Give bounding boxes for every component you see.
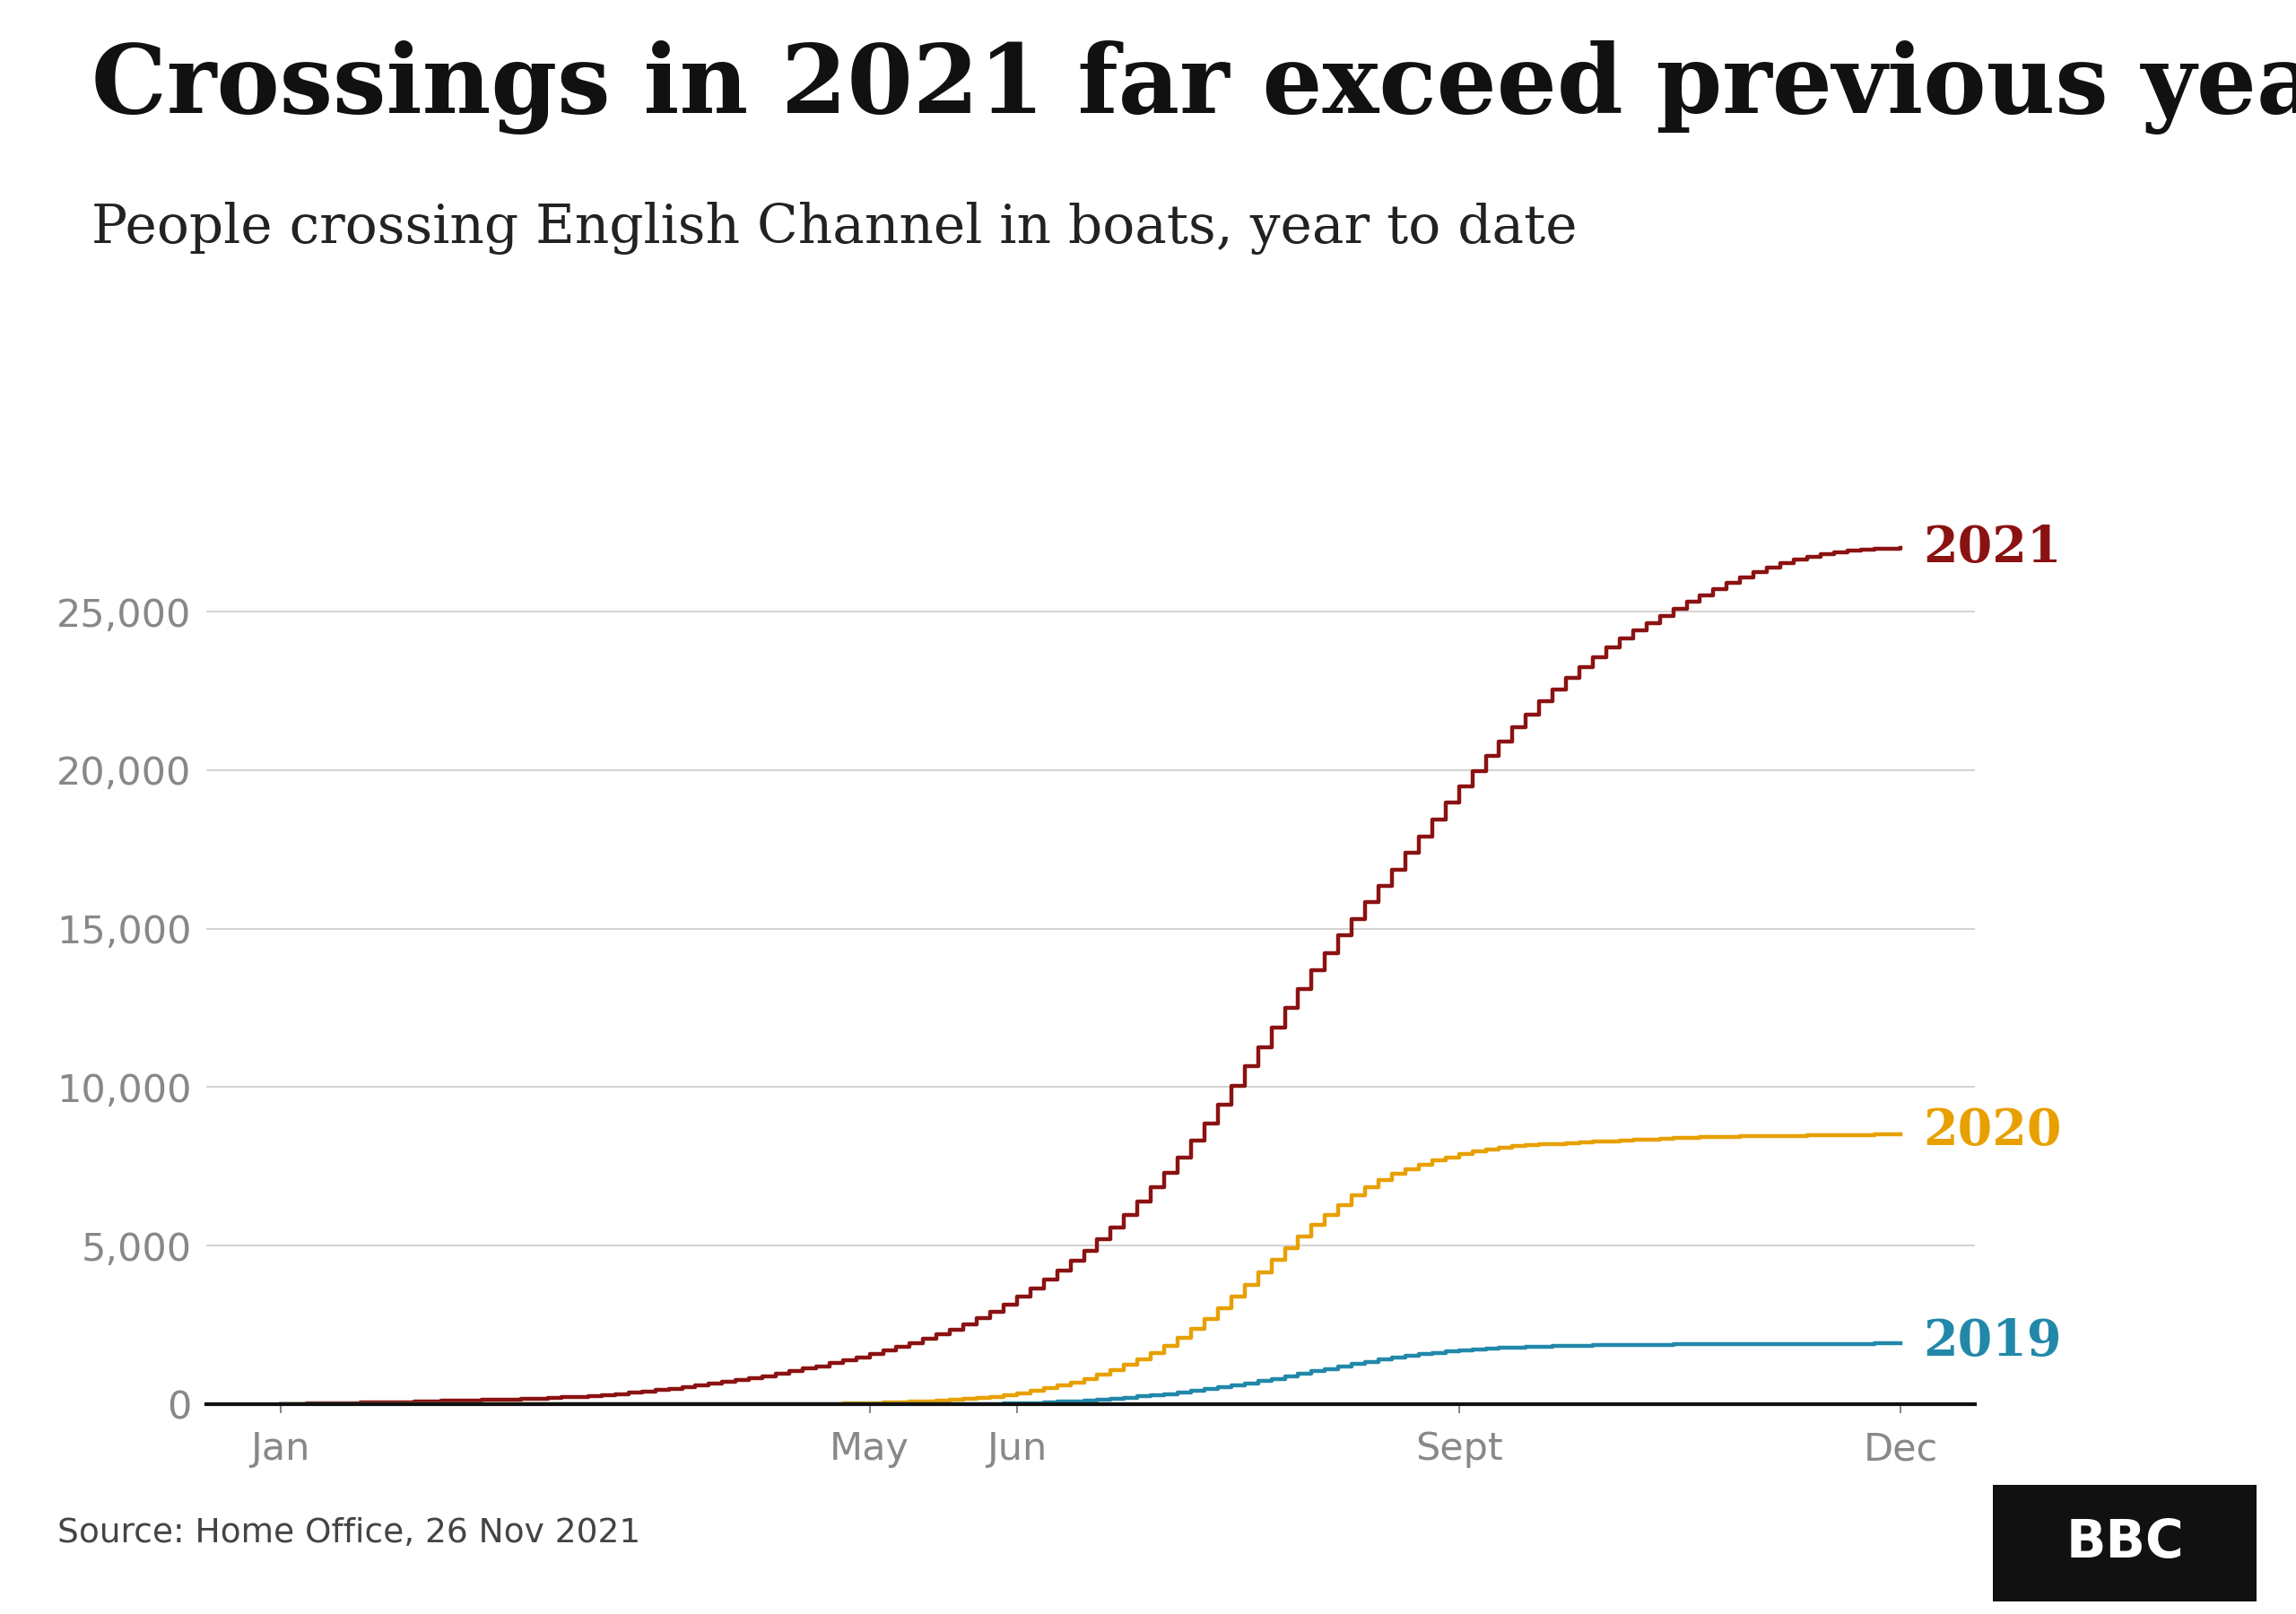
- Text: BBC: BBC: [2066, 1517, 2183, 1569]
- Text: 2021: 2021: [1924, 523, 2062, 573]
- Text: Source: Home Office, 26 Nov 2021: Source: Home Office, 26 Nov 2021: [57, 1517, 641, 1549]
- Text: 2019: 2019: [1924, 1317, 2062, 1367]
- Text: People crossing English Channel in boats, year to date: People crossing English Channel in boats…: [92, 202, 1577, 255]
- Text: Crossings in 2021 far exceed previous years: Crossings in 2021 far exceed previous ye…: [92, 40, 2296, 134]
- Text: 2020: 2020: [1924, 1106, 2062, 1156]
